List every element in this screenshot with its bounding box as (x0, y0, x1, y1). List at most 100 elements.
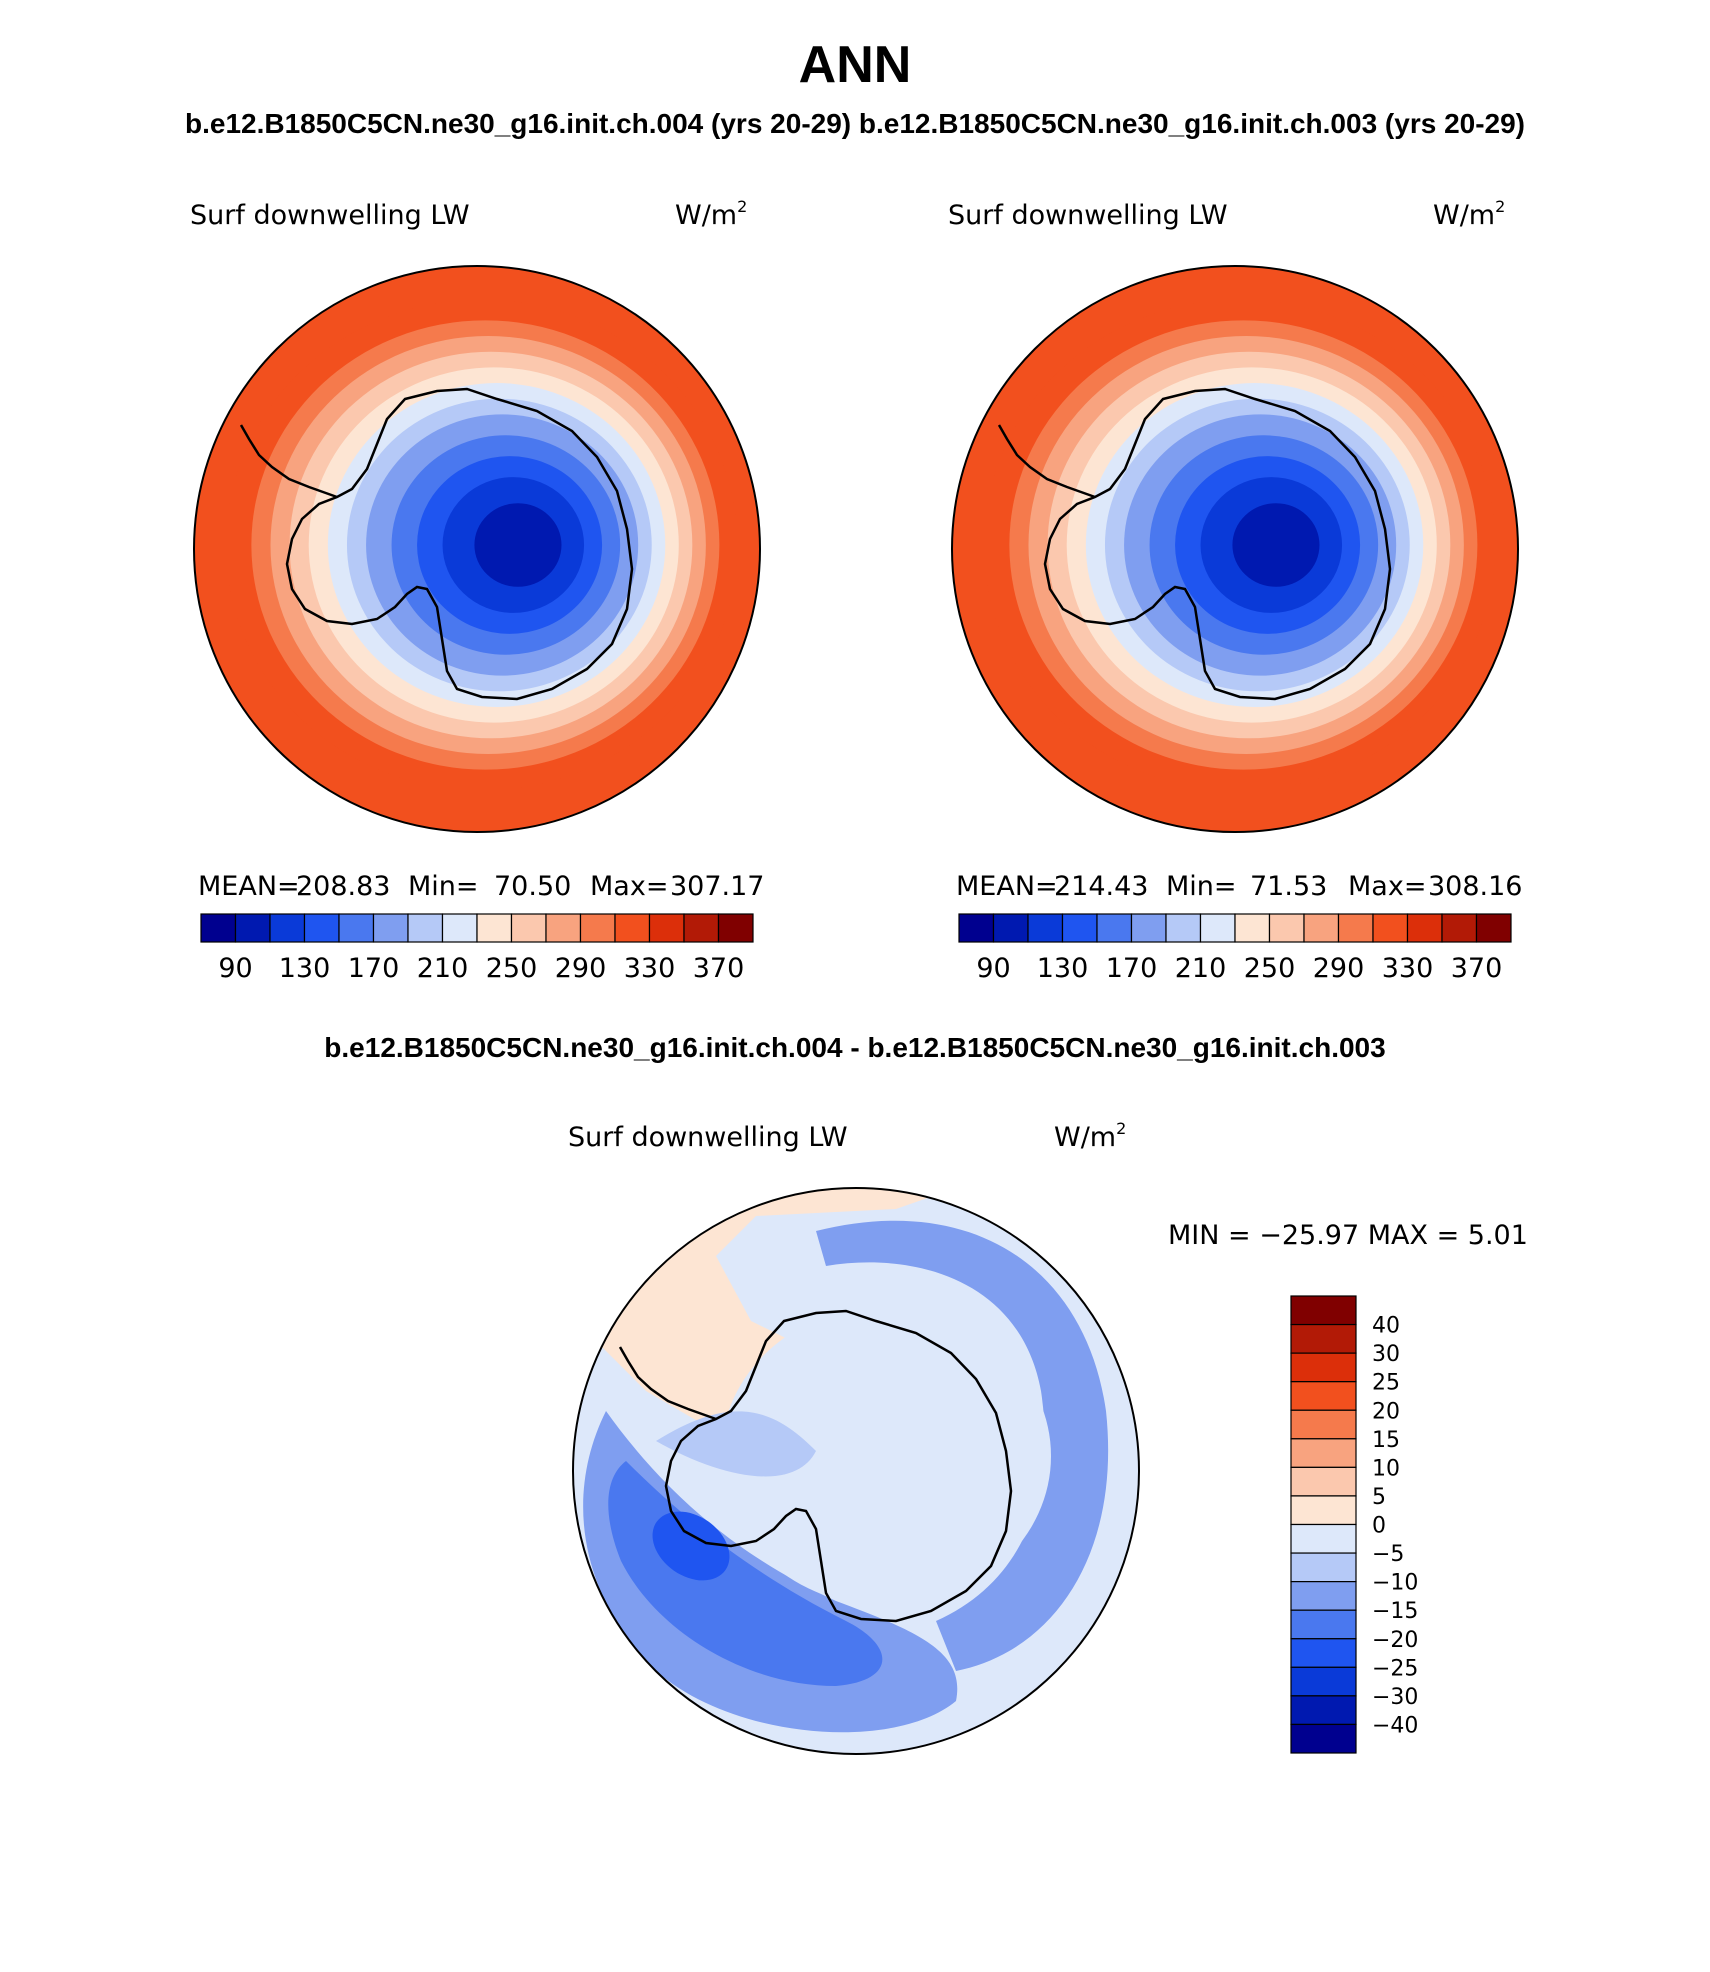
panel2-tick-7: 370 (1451, 953, 1503, 984)
panel2-colorbar-box-12 (1372, 913, 1409, 943)
panel3-tick-7: 0 (1372, 1514, 1386, 1539)
panel2-variable-label: Surf downwelling LW (948, 200, 1228, 231)
panel2-tick-1: 130 (1037, 953, 1089, 984)
panel2-map (952, 266, 1518, 832)
panel2-mean-label: MEAN= (956, 871, 1058, 902)
panel2-tick-4: 250 (1244, 953, 1296, 984)
panel1-variable-label: Surf downwelling LW (190, 200, 470, 231)
panel2-colorbar-box-11 (1337, 913, 1374, 943)
panel2-min-label: Min= (1166, 871, 1237, 902)
panel3-colorbar-box-2 (1290, 1352, 1357, 1383)
panel2-max-label: Max= (1348, 871, 1426, 902)
panel1-max-value: 307.17 (670, 871, 764, 902)
panel2-tick-0: 90 (976, 953, 1010, 984)
panel1-colorbar-box-8 (476, 913, 513, 943)
panel2-colorbar-box-10 (1303, 913, 1340, 943)
panel3-tick-3: 20 (1372, 1399, 1400, 1424)
panel2-colorbar-box-13 (1406, 913, 1443, 943)
panel-model-004: Surf downwelling LW W/m2 MEAN= 208.83 Mi… (190, 197, 764, 984)
panel3-colorbar-box-15 (1290, 1723, 1357, 1754)
panel1-map (194, 266, 760, 832)
diff-region-indian-ocean (816, 1220, 1109, 1671)
panel1-units: W/m2 (675, 197, 747, 231)
panel3-colorbar-box-12 (1290, 1638, 1357, 1668)
panel3-colorbar-box-11 (1290, 1609, 1357, 1640)
panel3-tick-5: 10 (1372, 1456, 1400, 1481)
panel3-colorbar-box-7 (1290, 1495, 1357, 1526)
header-title: b.e12.B1850C5CN.ne30_g16.init.ch.004 (yr… (185, 108, 1525, 139)
panel1-min-label: Min= (408, 871, 479, 902)
panel3-colorbar-box-5 (1290, 1438, 1357, 1468)
panel3-tick-9: −10 (1372, 1571, 1418, 1596)
panel1-colorbar-box-1 (234, 913, 271, 943)
panel3-tick-10: −15 (1372, 1599, 1418, 1624)
panel3-colorbar-box-9 (1290, 1552, 1357, 1583)
diff-region-pacific-max (652, 1511, 730, 1581)
panel2-max-value: 308.16 (1428, 871, 1522, 902)
panel2-colorbar-box-5 (1130, 913, 1167, 943)
panel1-colorbar-box-12 (614, 913, 651, 943)
panel2-map-border (951, 265, 1519, 833)
panel1-colorbar-box-13 (648, 913, 685, 943)
panel2-colorbar-box-2 (1027, 913, 1064, 943)
panel1-map-border (193, 265, 761, 833)
panel3-units: W/m2 (1054, 1119, 1126, 1153)
panel3-variable-label: Surf downwelling LW (568, 1122, 848, 1153)
panel1-tick-4: 250 (486, 953, 538, 984)
panel3-tick-1: 30 (1372, 1342, 1400, 1367)
panel3-colorbar-box-3 (1290, 1381, 1357, 1411)
panel3-tick-14: −40 (1372, 1713, 1418, 1738)
panel-model-003: Surf downwelling LW W/m2 MEAN= 214.43 Mi… (948, 197, 1522, 984)
diff-region-peninsula-warm (596, 1188, 976, 1431)
panel2-units: W/m2 (1433, 197, 1505, 231)
panel1-tick-7: 370 (693, 953, 745, 984)
panel3-colorbar-box-0 (1290, 1295, 1357, 1326)
panel2-colorbar-box-4 (1096, 913, 1133, 943)
panel1-tick-3: 210 (417, 953, 469, 984)
season-title: ANN (799, 36, 912, 94)
panel-difference: Surf downwelling LW W/m2 MIN = −25.97 MA… (568, 1119, 1528, 1755)
panel1-tick-0: 90 (218, 953, 252, 984)
panel1-colorbar-box-3 (303, 913, 340, 943)
panel3-tick-11: −20 (1372, 1628, 1418, 1653)
panel2-colorbar (958, 913, 1512, 943)
panel1-band-12 (474, 503, 562, 587)
panel2-colorbar-ticks: 90 130 170 210 250 290 330 370 (976, 953, 1502, 984)
panel3-tick-0: 40 (1372, 1314, 1400, 1339)
diff-region-continent (721, 1306, 1051, 1606)
panel3-tick-2: 25 (1372, 1371, 1400, 1396)
panel1-colorbar-box-15 (717, 913, 754, 943)
panel2-colorbar-box-7 (1199, 913, 1236, 943)
panel2-tick-5: 290 (1313, 953, 1365, 984)
panel3-tick-12: −25 (1372, 1656, 1418, 1681)
difference-title: b.e12.B1850C5CN.ne30_g16.init.ch.004 - b… (324, 1032, 1385, 1063)
panel2-colorbar-box-0 (958, 913, 995, 943)
panel1-colorbar-box-0 (200, 913, 237, 943)
panel1-colorbar-box-2 (269, 913, 306, 943)
panel2-tick-3: 210 (1175, 953, 1227, 984)
panel1-min-value: 70.50 (494, 871, 571, 902)
panel1-colorbar-box-5 (372, 913, 409, 943)
panel2-colorbar-box-15 (1475, 913, 1512, 943)
panel2-tick-6: 330 (1382, 953, 1434, 984)
panel3-colorbar (1290, 1295, 1357, 1754)
panel2-colorbar-box-9 (1268, 913, 1305, 943)
panel3-minmax-text: MIN = −25.97 MAX = 5.01 (1168, 1220, 1528, 1251)
panel2-min-value: 71.53 (1250, 871, 1327, 902)
panel2-colorbar-box-14 (1441, 913, 1478, 943)
panel2-mean-value: 214.43 (1054, 871, 1148, 902)
panel3-colorbar-box-8 (1290, 1523, 1357, 1554)
panel3-colorbar-box-10 (1290, 1581, 1357, 1611)
panel2-colorbar-box-1 (992, 913, 1029, 943)
panel1-colorbar-box-9 (510, 913, 547, 943)
panel1-colorbar-box-10 (545, 913, 582, 943)
panel1-colorbar-box-11 (579, 913, 616, 943)
panel2-colorbar-box-8 (1234, 913, 1271, 943)
panel3-tick-13: −30 (1372, 1685, 1418, 1710)
panel1-max-label: Max= (590, 871, 668, 902)
panel3-colorbar-box-14 (1290, 1695, 1357, 1726)
panel3-colorbar-box-4 (1290, 1409, 1357, 1440)
panel3-map (573, 1188, 1139, 1754)
panel1-colorbar-box-7 (441, 913, 478, 943)
